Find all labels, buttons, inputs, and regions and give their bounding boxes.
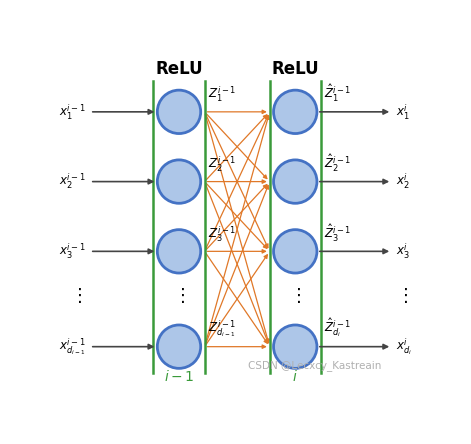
Text: ReLU: ReLU (271, 60, 319, 78)
Text: $Z_{d_{i-1}}^{i-1}$: $Z_{d_{i-1}}^{i-1}$ (208, 318, 236, 339)
Circle shape (274, 160, 317, 203)
Text: $x_{d_i}^{i}$: $x_{d_i}^{i}$ (396, 336, 412, 357)
Text: ReLU: ReLU (155, 60, 203, 78)
Text: $x_1^{i}$: $x_1^{i}$ (396, 102, 410, 122)
Text: $Z_3^{i-1}$: $Z_3^{i-1}$ (208, 224, 236, 244)
Circle shape (157, 230, 201, 273)
Text: $\hat{Z}_2^{i-1}$: $\hat{Z}_2^{i-1}$ (324, 152, 351, 174)
Text: $\vdots$: $\vdots$ (396, 286, 408, 305)
Text: $i-1$: $i-1$ (164, 369, 194, 384)
Text: $x_1^{i-1}$: $x_1^{i-1}$ (59, 102, 86, 122)
Text: $\hat{Z}_{d_i}^{i-1}$: $\hat{Z}_{d_i}^{i-1}$ (324, 316, 351, 339)
Circle shape (274, 90, 317, 134)
Text: $\hat{Z}_3^{i-1}$: $\hat{Z}_3^{i-1}$ (324, 222, 351, 244)
Text: $x_{d_{i-1}}^{i-1}$: $x_{d_{i-1}}^{i-1}$ (59, 336, 86, 357)
Text: $Z_1^{i-1}$: $Z_1^{i-1}$ (208, 85, 236, 104)
Text: $\vdots$: $\vdots$ (70, 286, 82, 305)
Circle shape (157, 90, 201, 134)
Text: $x_2^{i-1}$: $x_2^{i-1}$ (59, 172, 86, 191)
Text: $x_3^{i-1}$: $x_3^{i-1}$ (59, 242, 86, 261)
Text: $i$: $i$ (292, 369, 298, 384)
Text: $Z_2^{i-1}$: $Z_2^{i-1}$ (208, 155, 236, 174)
Circle shape (157, 160, 201, 203)
Circle shape (274, 325, 317, 369)
Text: $\vdots$: $\vdots$ (289, 286, 301, 305)
Text: $\vdots$: $\vdots$ (173, 286, 185, 305)
Circle shape (274, 230, 317, 273)
Text: $\hat{Z}_1^{i-1}$: $\hat{Z}_1^{i-1}$ (324, 83, 351, 104)
Text: $x_2^{i}$: $x_2^{i}$ (396, 172, 410, 191)
Text: $x_3^{i}$: $x_3^{i}$ (396, 242, 410, 261)
Text: CSDN @Lecxcy_Kastreain: CSDN @Lecxcy_Kastreain (248, 360, 382, 371)
Circle shape (157, 325, 201, 369)
